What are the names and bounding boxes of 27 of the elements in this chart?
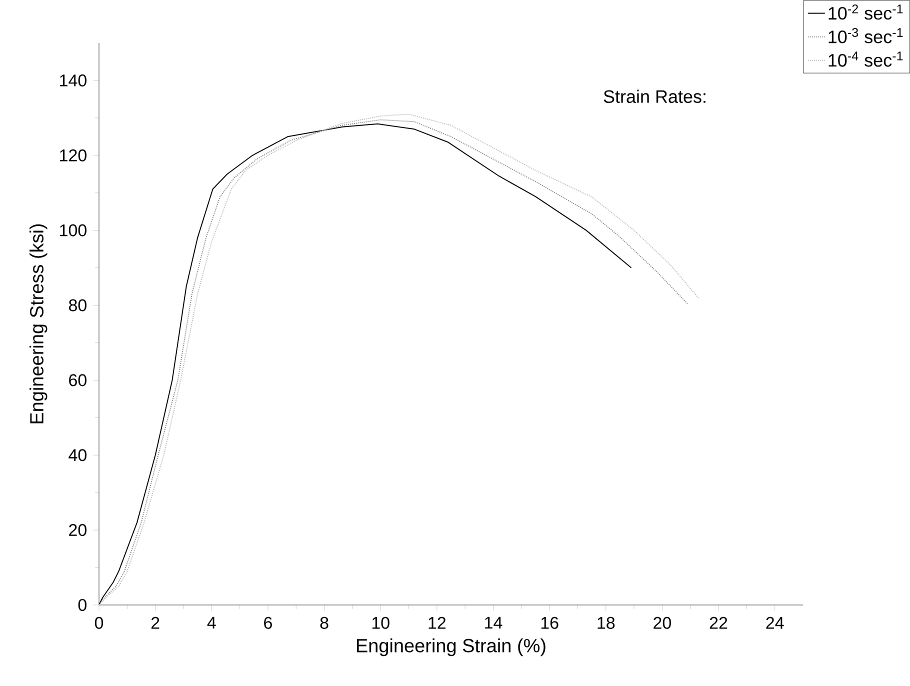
x-tick-label: 0 xyxy=(94,616,104,629)
x-tick-label: 10 xyxy=(372,616,390,629)
y-tick-label: 100 xyxy=(60,224,86,236)
x-tick-label: 6 xyxy=(264,616,272,629)
y-tick-label: 140 xyxy=(60,74,86,86)
x-tick-label: 4 xyxy=(207,616,216,629)
x-axis-title: Engineering Strain (%) xyxy=(356,638,546,656)
x-tick-label: 20 xyxy=(654,616,671,629)
legend-label: 10$^{-3}$ sec$^{-1}$ xyxy=(828,28,903,44)
y-tick-label: 60 xyxy=(69,374,86,386)
x-tick-label: 16 xyxy=(541,616,558,629)
y-tick-label: 40 xyxy=(68,449,86,462)
x-tick-label: 2 xyxy=(151,616,160,629)
x-tick-label: 14 xyxy=(485,616,502,629)
y-tick-label: 120 xyxy=(60,149,86,162)
y-tick-label: 0 xyxy=(78,598,86,612)
x-tick-label: 8 xyxy=(320,616,328,629)
x-tick-label: 24 xyxy=(766,616,784,629)
legend-label: 10$^{-4}$ sec$^{-1}$ xyxy=(828,52,903,67)
legend-title: Strain Rates: xyxy=(604,90,706,103)
x-tick-label: 18 xyxy=(598,616,615,629)
legend-label: 10$^{-2}$ sec$^{-1}$ xyxy=(828,4,903,20)
x-tick-label: 12 xyxy=(428,616,446,629)
x-tick-label: 22 xyxy=(710,616,728,629)
y-tick-label: 20 xyxy=(69,524,86,536)
y-tick-label: 80 xyxy=(68,299,86,312)
y-axis-title: Engineering Stress (ksi) xyxy=(30,224,48,424)
